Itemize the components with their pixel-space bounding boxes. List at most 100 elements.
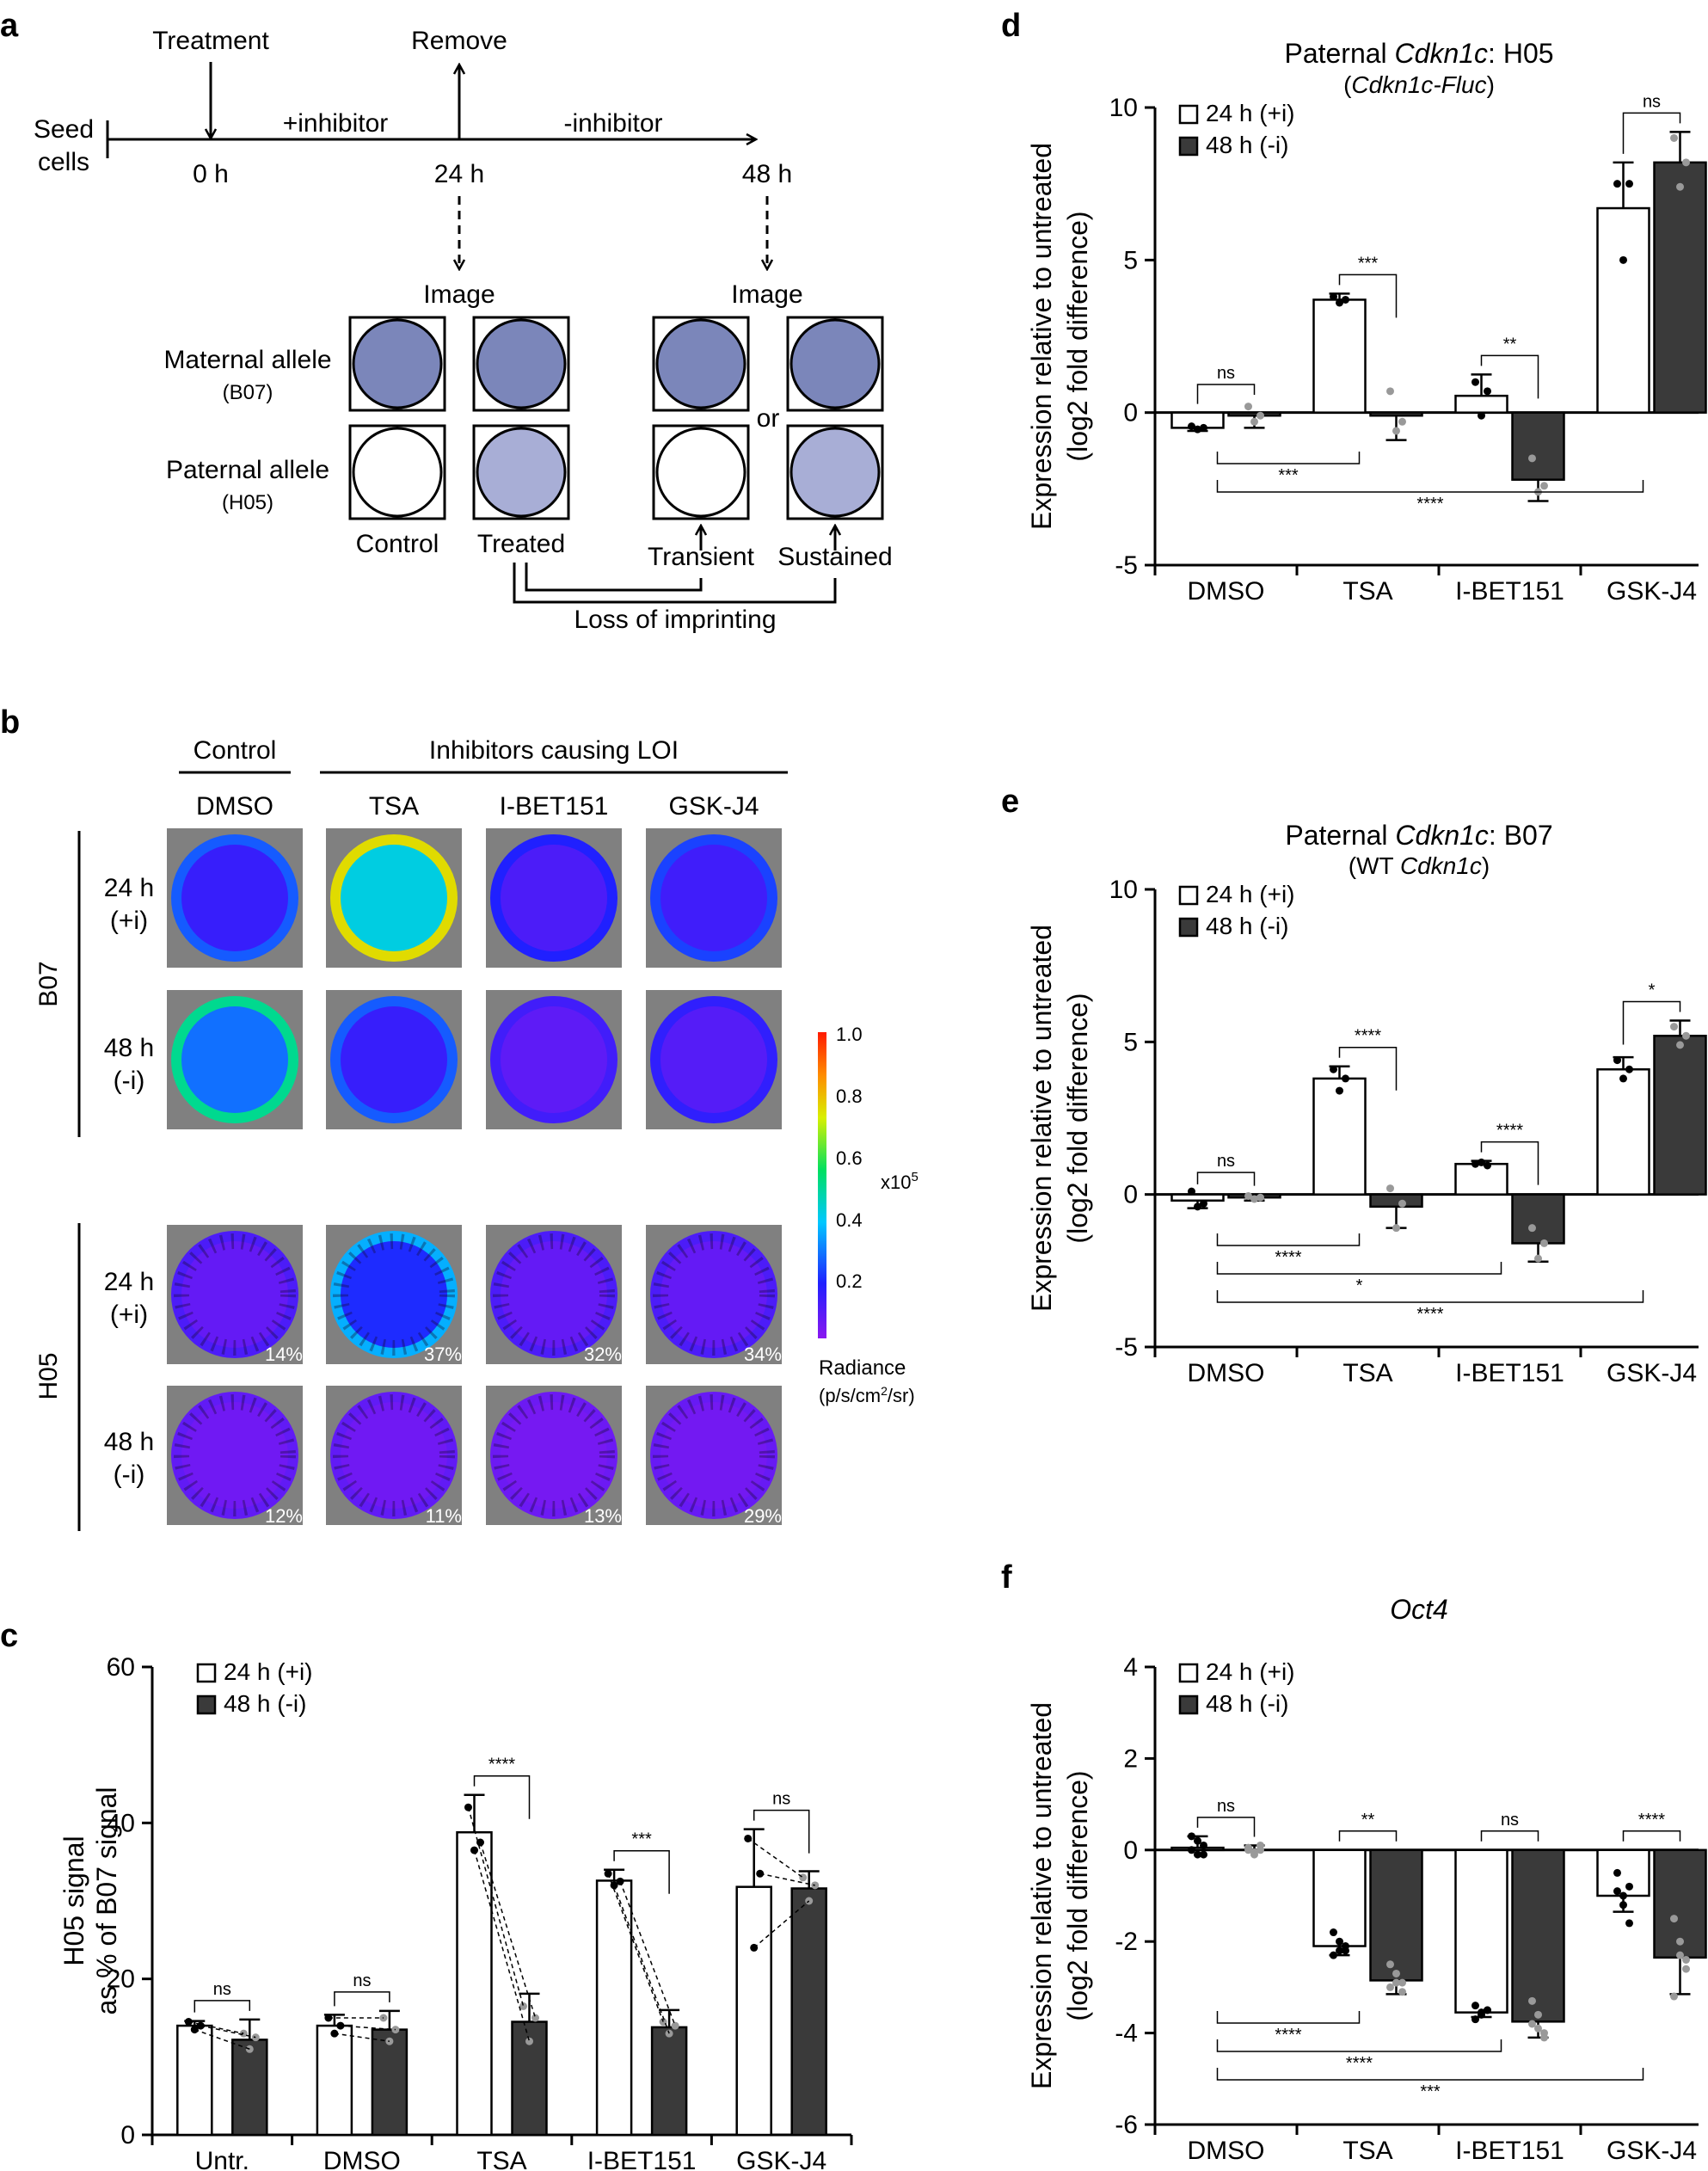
significance-label: **** [1355,1027,1381,1046]
well-transient-maternal [652,316,750,412]
bar [316,2024,353,2137]
data-point [1330,1928,1337,1937]
paired-line [200,2025,256,2039]
data-point [671,2021,679,2030]
y-axis-label: Expression relative to untreated [1026,143,1057,530]
title-text: : B07 [1489,820,1553,851]
legend-swatch-48h [1178,1694,1199,1715]
time-row3-b: (+i) [110,1301,148,1329]
cbar-unit: (p/s/cm2/sr) [819,1384,915,1406]
data-point [1625,1065,1633,1073]
well-speckle [174,1394,296,1516]
comparison-label: **** [1275,2026,1301,2045]
well-image [646,1386,782,1525]
well-center [660,1402,767,1509]
significance-label: ns [1501,1811,1519,1830]
legend-swatch-24h [1178,104,1199,125]
well-center [501,1241,607,1348]
data-point [1613,180,1621,188]
bar [231,2039,268,2137]
data-point [1484,387,1491,396]
x-tick-label: GSK-J4 [1607,1359,1697,1387]
well-circle [352,427,443,518]
y-tick-label: 60 [107,1653,135,1682]
data-point [1250,417,1258,426]
x-tick-label: GSK-J4 [1607,577,1697,606]
y-tick-label: 0 [1123,1836,1138,1865]
paired-line [619,1881,676,2026]
x-tick-label: DMSO [1188,2137,1265,2165]
y-axis-label: Expression relative to untreated [1026,925,1057,1312]
well-center [181,1402,288,1509]
paired-line [747,1837,804,1879]
loi-bracket-outer [513,563,837,604]
y-tick-label: 5 [1123,1028,1138,1056]
well-circle [352,318,443,409]
data-point [1188,1846,1195,1854]
plus-inhibitor-label: +inhibitor [283,109,389,138]
significance-label: *** [631,1830,652,1849]
well-treated-paternal [472,424,570,520]
significance-bracket [473,1774,531,1819]
y-tick-label: -4 [1115,2020,1138,2048]
data-point [1336,1947,1343,1955]
loss-of-imprinting-label: Loss of imprinting [574,606,776,634]
significance-bracket [1622,1830,1681,1842]
chart-title: Paternal Cdkn1c: H05 [1284,38,1553,69]
data-point [1188,422,1195,431]
significance-label: ns [772,1790,790,1809]
chart-title: Paternal Cdkn1c: B07 [1285,820,1552,851]
x-tick-label: I-BET151 [1455,2137,1564,2165]
data-point [1619,1891,1627,1900]
panel-a: a Seed cells Treatment Remove +inhibitor… [0,8,893,634]
significance-bracket [1480,354,1539,399]
paired-line [188,2020,244,2034]
data-point [1625,1882,1633,1891]
comparison-bracket [1216,2068,1644,2081]
significance-bracket [1338,1830,1398,1842]
remove-label: Remove [411,27,507,55]
paternal-code: (H05) [222,491,273,514]
y-tick-label: -6 [1115,2111,1138,2139]
bar [1312,1848,1367,1947]
well-speckle [653,1233,775,1356]
pct-h05-24-tsa: 37% [424,1344,462,1365]
x-tick-label: DMSO [323,2147,401,2171]
comparison-label: **** [1275,1248,1301,1267]
comparison-label: **** [1416,1305,1443,1324]
data-point [1540,2029,1548,2038]
comparison-label: **** [1346,2054,1373,2073]
bar [1596,1848,1650,1897]
bar [456,1830,493,2137]
data-point [1484,2006,1491,2014]
data-point [1478,2008,1485,2017]
data-point [1619,1074,1627,1083]
well-image [167,990,303,1129]
y-tick-label: 40 [107,1809,135,1837]
x-tick-label: Untr. [195,2147,249,2171]
y-tick-label: -5 [1115,1333,1138,1362]
x-tick-label: I-BET151 [587,2147,697,2171]
data-point [1342,1947,1349,1955]
significance-bracket [753,1809,810,1854]
data-point [531,2014,539,2022]
well-image [326,828,462,968]
data-point [1392,1224,1400,1233]
panel-label-e: e [1001,784,1019,820]
title-text: : H05 [1488,38,1553,69]
pct-h05-48-gsk: 29% [744,1505,782,1527]
well-center [341,845,447,951]
y-axis-label: (log2 fold difference) [1062,993,1093,1243]
paired-line [340,2025,396,2031]
data-point [1386,387,1394,396]
data-point [1200,1841,1207,1849]
data-point [1386,1983,1394,1991]
bar [1312,1077,1367,1196]
y-tick-label: 20 [107,1965,135,1994]
significance-bracket [1196,1817,1256,1837]
col-dmso: DMSO [196,792,273,821]
maternal-label: Maternal allele [163,346,331,374]
data-point [1471,2015,1479,2024]
cbar-tick-0.4: 0.4 [836,1209,863,1231]
data-point [1398,417,1406,426]
